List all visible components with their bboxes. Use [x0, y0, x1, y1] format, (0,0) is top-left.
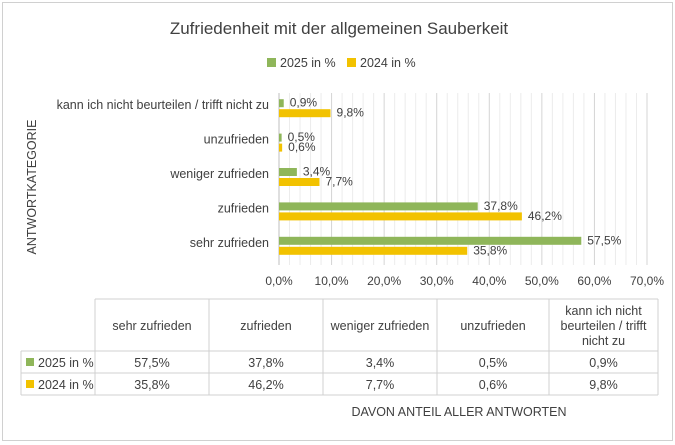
- bar-chart: Zufriedenheit mit der allgemeinen Sauber…: [20, 19, 664, 419]
- x-tick-label: 0,0%: [265, 274, 293, 288]
- x-tick-label: 40,0%: [472, 274, 506, 288]
- table-cell: 46,2%: [248, 378, 283, 392]
- category-label: zufrieden: [218, 201, 269, 215]
- category-label: unzufrieden: [204, 133, 269, 147]
- table-cell: 0,5%: [479, 356, 508, 370]
- x-tick-labels: 0,0% 10,0% 20,0% 30,0% 40,0% 50,0% 60,0% 70,0%: [265, 274, 664, 288]
- data-label: 0,5%: [288, 130, 316, 144]
- data-label: 7,7%: [325, 175, 353, 189]
- table-row-label: 2024 in %: [38, 378, 94, 392]
- x-tick-label: 50,0%: [525, 274, 559, 288]
- category-label: kann ich nicht beurteilen / trifft nicht…: [57, 98, 269, 112]
- chart-title: Zufriedenheit mit der allgemeinen Sauber…: [170, 19, 509, 38]
- x-tick-label: 20,0%: [367, 274, 401, 288]
- category-label: sehr zufrieden: [190, 236, 269, 250]
- table-cell: 9,8%: [589, 378, 618, 392]
- legend-swatch-2025: [267, 58, 276, 67]
- table-legend-swatch: [26, 358, 34, 366]
- data-label: 37,8%: [484, 199, 518, 213]
- table-header-cell: weniger zufrieden: [330, 319, 430, 333]
- data-label: 9,8%: [337, 106, 365, 120]
- table-header-cell: zufrieden: [240, 319, 291, 333]
- data-label: 0,9%: [290, 96, 318, 110]
- table-cell: 7,7%: [366, 378, 395, 392]
- legend-swatch-2024: [347, 58, 356, 67]
- table-header-cell: kann ich nicht beurteilen / trifft nicht z…: [561, 304, 647, 348]
- x-tick-label: 10,0%: [315, 274, 349, 288]
- x-axis-title: DAVON ANTEIL ALLER ANTWORTEN: [351, 405, 566, 419]
- legend-label-2024: 2024 in %: [360, 56, 416, 70]
- legend-label-2025: 2025 in %: [280, 56, 336, 70]
- legend: 2025 in % 2024 in %: [267, 56, 416, 70]
- table-row-label: 2025 in %: [38, 356, 94, 370]
- bar-2024: [279, 178, 320, 186]
- bar-2025: [279, 133, 282, 142]
- gridlines: [278, 93, 648, 265]
- y-axis-title: ANTWORTKATEGORIE: [25, 120, 39, 255]
- table-header-cell: sehr zufrieden: [112, 319, 191, 333]
- bar-2024: [279, 109, 331, 118]
- table-cell: 35,8%: [134, 378, 169, 392]
- bar-2025: [279, 99, 284, 108]
- table-cell: 37,8%: [248, 356, 283, 370]
- bar-2024: [279, 212, 522, 221]
- bar-2024: [279, 143, 283, 152]
- data-label: 46,2%: [528, 209, 562, 223]
- bar-2025: [279, 202, 478, 211]
- x-tick-label: 70,0%: [630, 274, 664, 288]
- data-label: 57,5%: [587, 233, 621, 247]
- bars: [279, 99, 582, 255]
- bar-2025: [279, 168, 297, 176]
- data-label: 3,4%: [303, 165, 331, 179]
- x-tick-label: 60,0%: [577, 274, 611, 288]
- table-header-cell: unzufrieden: [460, 319, 525, 333]
- category-label: weniger zufrieden: [169, 167, 269, 181]
- table-cell: 3,4%: [366, 356, 395, 370]
- bar-2025: [279, 236, 582, 245]
- data-table: sehr zufrieden zufrieden weniger zufrieden…: [20, 298, 659, 396]
- data-label: 35,8%: [473, 243, 507, 257]
- x-tick-label: 30,0%: [420, 274, 454, 288]
- table-legend-swatch: [26, 380, 34, 388]
- category-labels: kann ich nicht beurteilen / trifft nicht…: [57, 98, 269, 250]
- table-cell: 57,5%: [134, 356, 169, 370]
- data-label: 0,6%: [288, 140, 316, 154]
- table-cell: 0,9%: [589, 356, 618, 370]
- data-labels: 0,9% 9,8% 0,5%0,6% 3,4%7,7% 37,8% 46,2% 57,5% 3…: [288, 96, 622, 258]
- table-cell: 0,6%: [479, 378, 508, 392]
- bar-2024: [279, 246, 468, 255]
